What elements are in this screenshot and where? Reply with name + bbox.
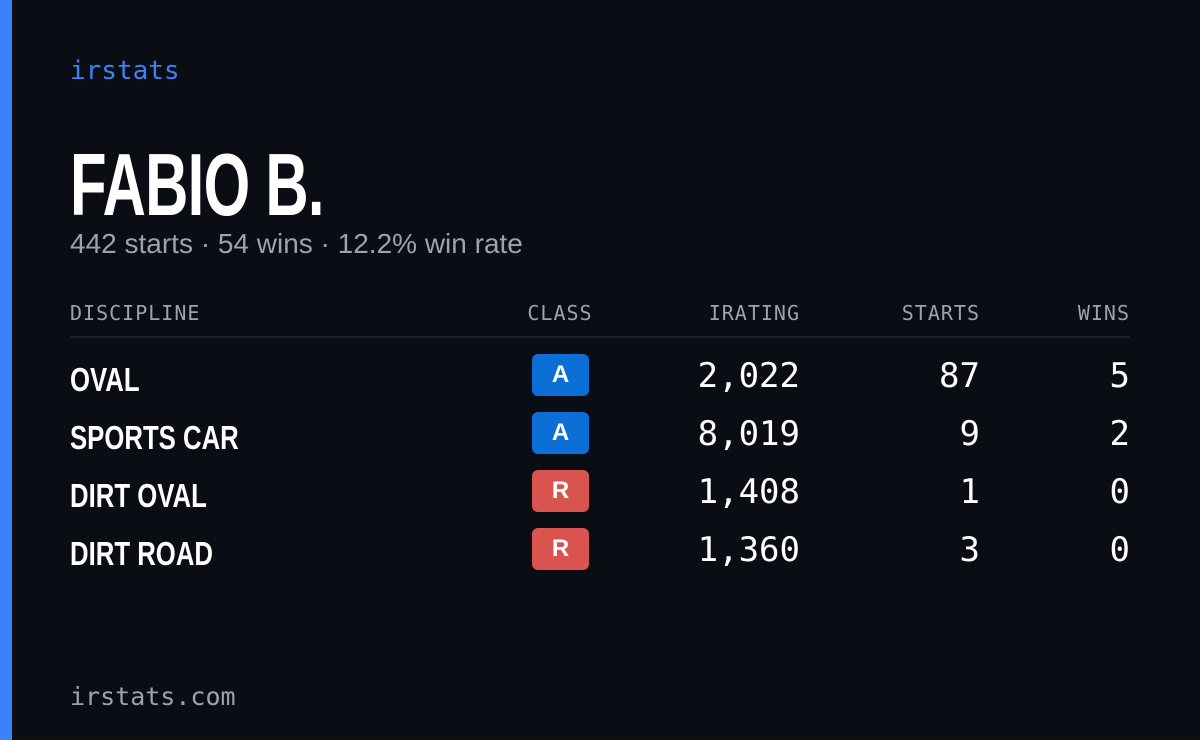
wins: 0 [1109, 472, 1130, 512]
accent-bar [0, 0, 12, 740]
wins: 2 [1109, 414, 1130, 454]
driver-summary: 442 starts · 54 wins · 12.2% win rate [70, 228, 523, 259]
column-header: CLASS [527, 301, 593, 325]
wins: 0 [1109, 530, 1130, 570]
header-rule [70, 336, 1130, 338]
column-header: STARTS [901, 301, 980, 325]
discipline: SPORTS CAR [70, 419, 239, 456]
discipline: DIRT ROAD [70, 535, 213, 572]
starts: 9 [959, 414, 980, 454]
discipline: OVAL [70, 361, 140, 398]
brand: irstats [70, 56, 180, 86]
column-header: IRATING [708, 301, 800, 325]
starts: 1 [959, 472, 980, 512]
column-header: DISCIPLINE [70, 301, 201, 325]
class-badge: A [532, 412, 589, 454]
irating: 1,408 [697, 472, 800, 512]
starts: 3 [959, 530, 980, 570]
starts: 87 [939, 356, 980, 396]
class-badge: A [532, 354, 589, 396]
wins: 5 [1109, 356, 1130, 396]
class-badge: R [532, 528, 589, 570]
irating: 8,019 [697, 414, 800, 454]
irating: 2,022 [697, 356, 800, 396]
irating: 1,360 [697, 530, 800, 570]
discipline: DIRT OVAL [70, 477, 207, 514]
driver-name: FABIO B. [70, 135, 325, 234]
class-badge: R [532, 470, 589, 512]
footer: irstats.com [70, 682, 236, 711]
column-header: WINS [1077, 301, 1130, 325]
